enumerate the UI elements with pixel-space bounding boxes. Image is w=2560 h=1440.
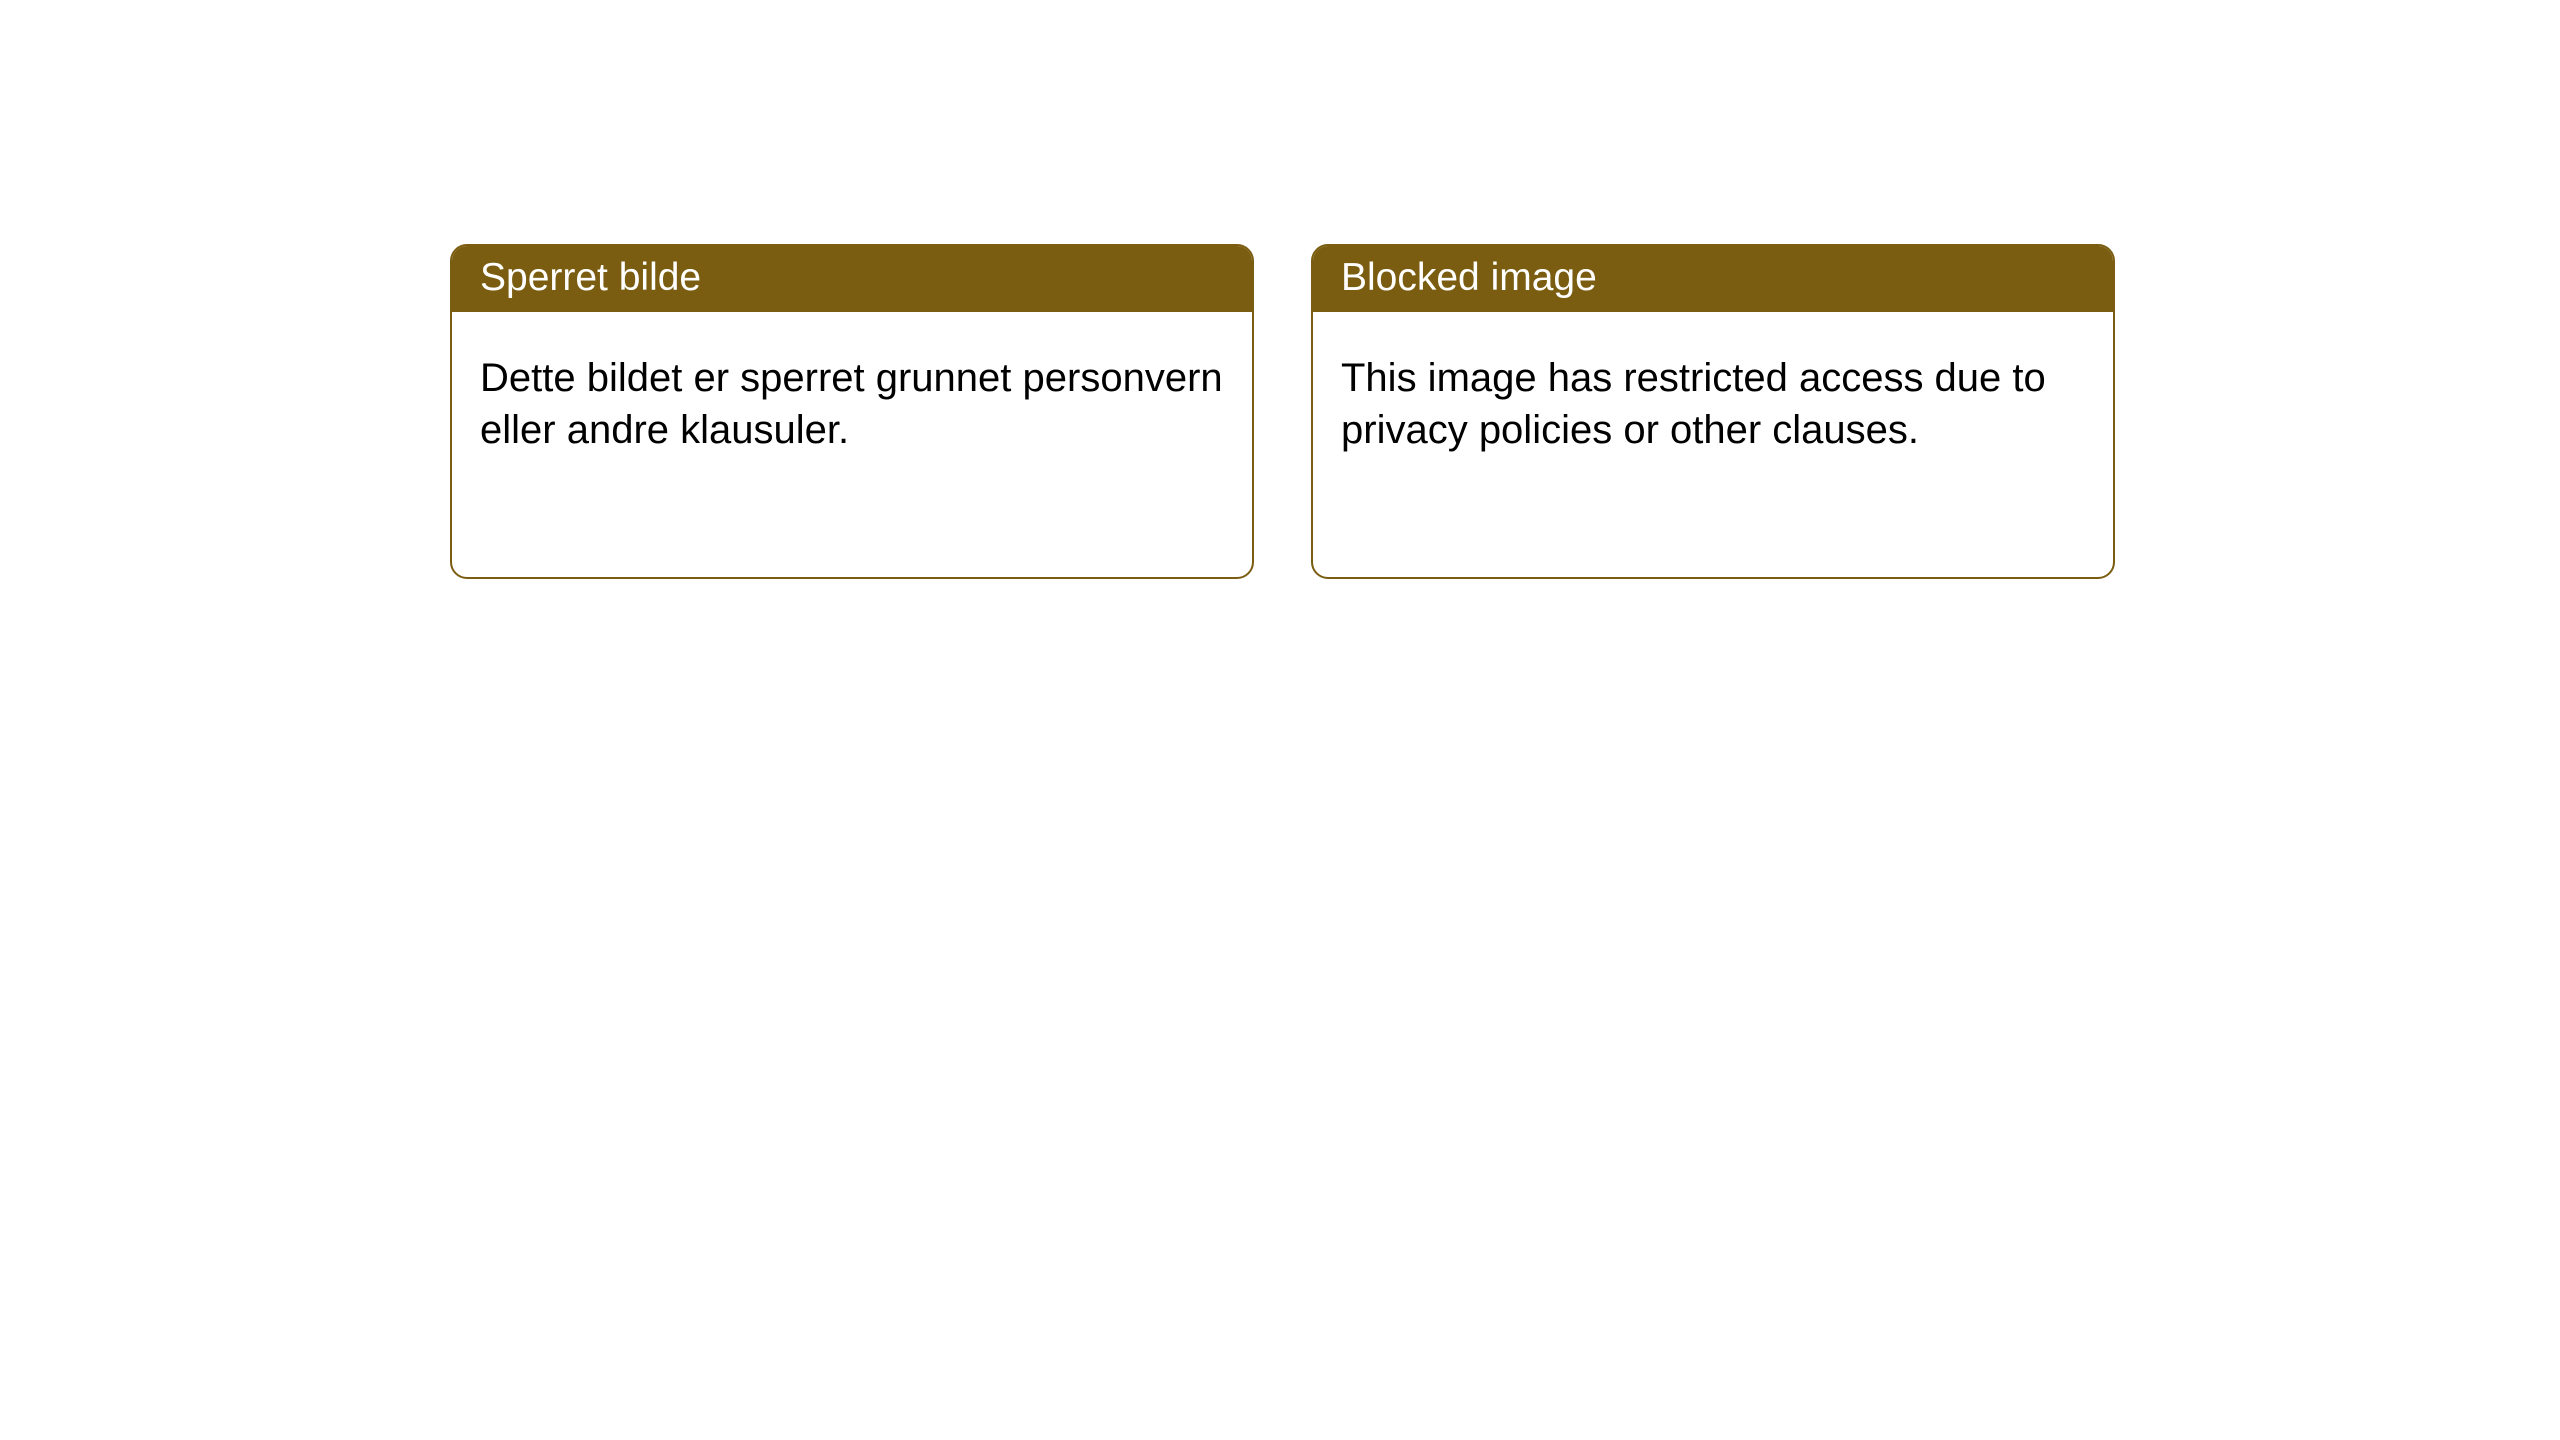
- card-title-no: Sperret bilde: [452, 246, 1252, 312]
- card-body-no: Dette bildet er sperret grunnet personve…: [452, 312, 1252, 496]
- card-title-en: Blocked image: [1313, 246, 2113, 312]
- card-body-en: This image has restricted access due to …: [1313, 312, 2113, 496]
- notice-cards-container: Sperret bilde Dette bildet er sperret gr…: [0, 0, 2560, 579]
- notice-card-en: Blocked image This image has restricted …: [1311, 244, 2115, 579]
- notice-card-no: Sperret bilde Dette bildet er sperret gr…: [450, 244, 1254, 579]
